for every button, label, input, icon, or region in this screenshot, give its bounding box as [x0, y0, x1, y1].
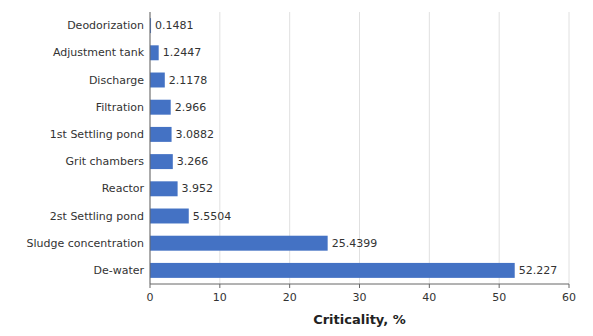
bar: [150, 236, 328, 251]
chart-container: 52.227 25.4399 5.5504 3.952 3.266 3.0882 2.966…: [0, 0, 593, 336]
data-label: 3.952: [182, 182, 214, 195]
data-label: 2.966: [175, 101, 207, 114]
x-tick: [569, 284, 570, 288]
x-tick-label: 40: [422, 291, 436, 304]
y-tick-label: Sludge concentration: [27, 237, 144, 250]
x-axis-label: Criticality, %: [313, 312, 406, 327]
x-tick-label: 0: [147, 291, 154, 304]
x-tick-label: 30: [353, 291, 367, 304]
bar: [150, 45, 159, 60]
y-tick-label: Deodorization: [67, 19, 144, 32]
data-label: 25.4399: [332, 237, 378, 250]
chart-svg: 52.227 25.4399 5.5504 3.952 3.266 3.0882 2.966…: [0, 0, 593, 336]
y-tick-label: Discharge: [89, 74, 144, 87]
x-tick: [219, 284, 220, 288]
x-tick: [499, 284, 500, 288]
y-tick-label: De-water: [93, 264, 144, 277]
grid-line: [569, 12, 570, 284]
y-tick-label: 2st Settling pond: [50, 210, 144, 223]
bar: [150, 263, 515, 278]
y-tick-label: Reactor: [102, 182, 145, 195]
data-label: 3.266: [177, 155, 209, 168]
data-label: 2.1178: [169, 74, 208, 87]
y-axis-line: [150, 12, 151, 284]
grid-line: [150, 12, 151, 284]
x-tick-label: 20: [283, 291, 297, 304]
x-tick: [289, 284, 290, 288]
x-tick: [359, 284, 360, 288]
data-label: 1.2447: [163, 46, 202, 59]
data-label: 52.227: [519, 264, 558, 277]
x-tick: [150, 284, 151, 288]
bar: [150, 73, 165, 88]
x-tick-label: 60: [562, 291, 576, 304]
axes: 0 10 20 30 40 50 60 De-water Sludge concentratio…: [27, 12, 576, 304]
data-label: 0.1481: [155, 19, 194, 32]
data-label: 3.0882: [176, 128, 215, 141]
bar: [150, 154, 173, 169]
grid-line: [499, 12, 500, 284]
x-tick-label: 50: [492, 291, 506, 304]
bar: [150, 181, 178, 196]
bar: [150, 127, 172, 142]
y-tick-label: Filtration: [96, 101, 144, 114]
grid: [150, 12, 569, 284]
bar: [150, 100, 171, 115]
bars: [150, 18, 515, 278]
grid-line: [429, 12, 430, 284]
x-tick-label: 10: [213, 291, 227, 304]
x-tick: [429, 284, 430, 288]
data-label: 5.5504: [193, 210, 232, 223]
y-tick-label: Grit chambers: [66, 155, 145, 168]
bar: [150, 209, 189, 224]
y-tick-label: 1st Settling pond: [50, 128, 144, 141]
data-labels: 52.227 25.4399 5.5504 3.952 3.266 3.0882 2.966…: [155, 19, 557, 277]
y-tick-label: Adjustment tank: [53, 46, 145, 59]
